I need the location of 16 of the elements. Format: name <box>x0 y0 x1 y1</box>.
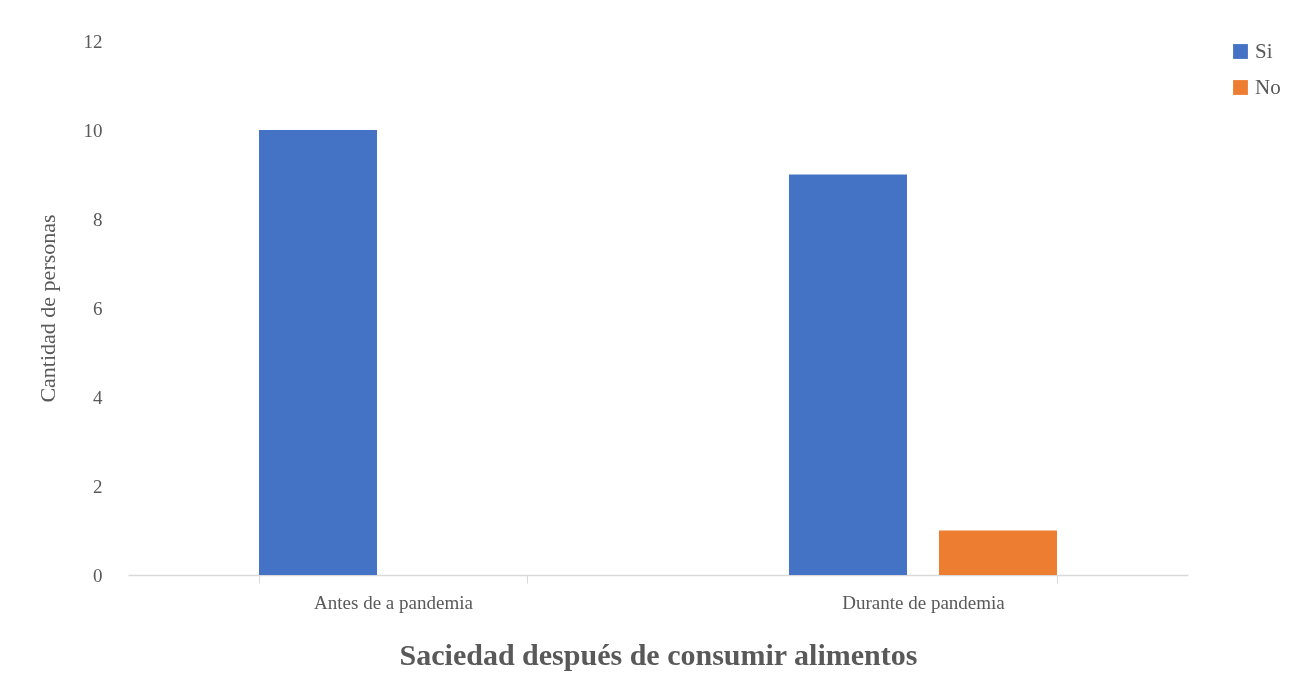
legend-label: No <box>1255 74 1281 99</box>
legend-label: Si <box>1255 38 1273 63</box>
y-tick-label: 4 <box>93 386 103 408</box>
y-tick-label: 2 <box>93 475 103 497</box>
y-tick-label: 0 <box>93 564 103 586</box>
y-tick-label: 12 <box>83 30 103 52</box>
y-tick-label: 10 <box>83 119 103 141</box>
x-tick-label: Antes de a pandemia <box>314 591 474 613</box>
bar <box>259 130 378 575</box>
x-axis-title: Saciedad después de consumir alimentos <box>399 637 918 671</box>
bar <box>938 530 1057 575</box>
y-axis-title: Cantidad de personas <box>34 214 60 403</box>
x-tick-label: Durante de pandemia <box>842 591 1006 613</box>
y-tick-label: 8 <box>93 208 103 230</box>
bar <box>788 174 907 575</box>
y-tick-label: 6 <box>93 297 103 319</box>
